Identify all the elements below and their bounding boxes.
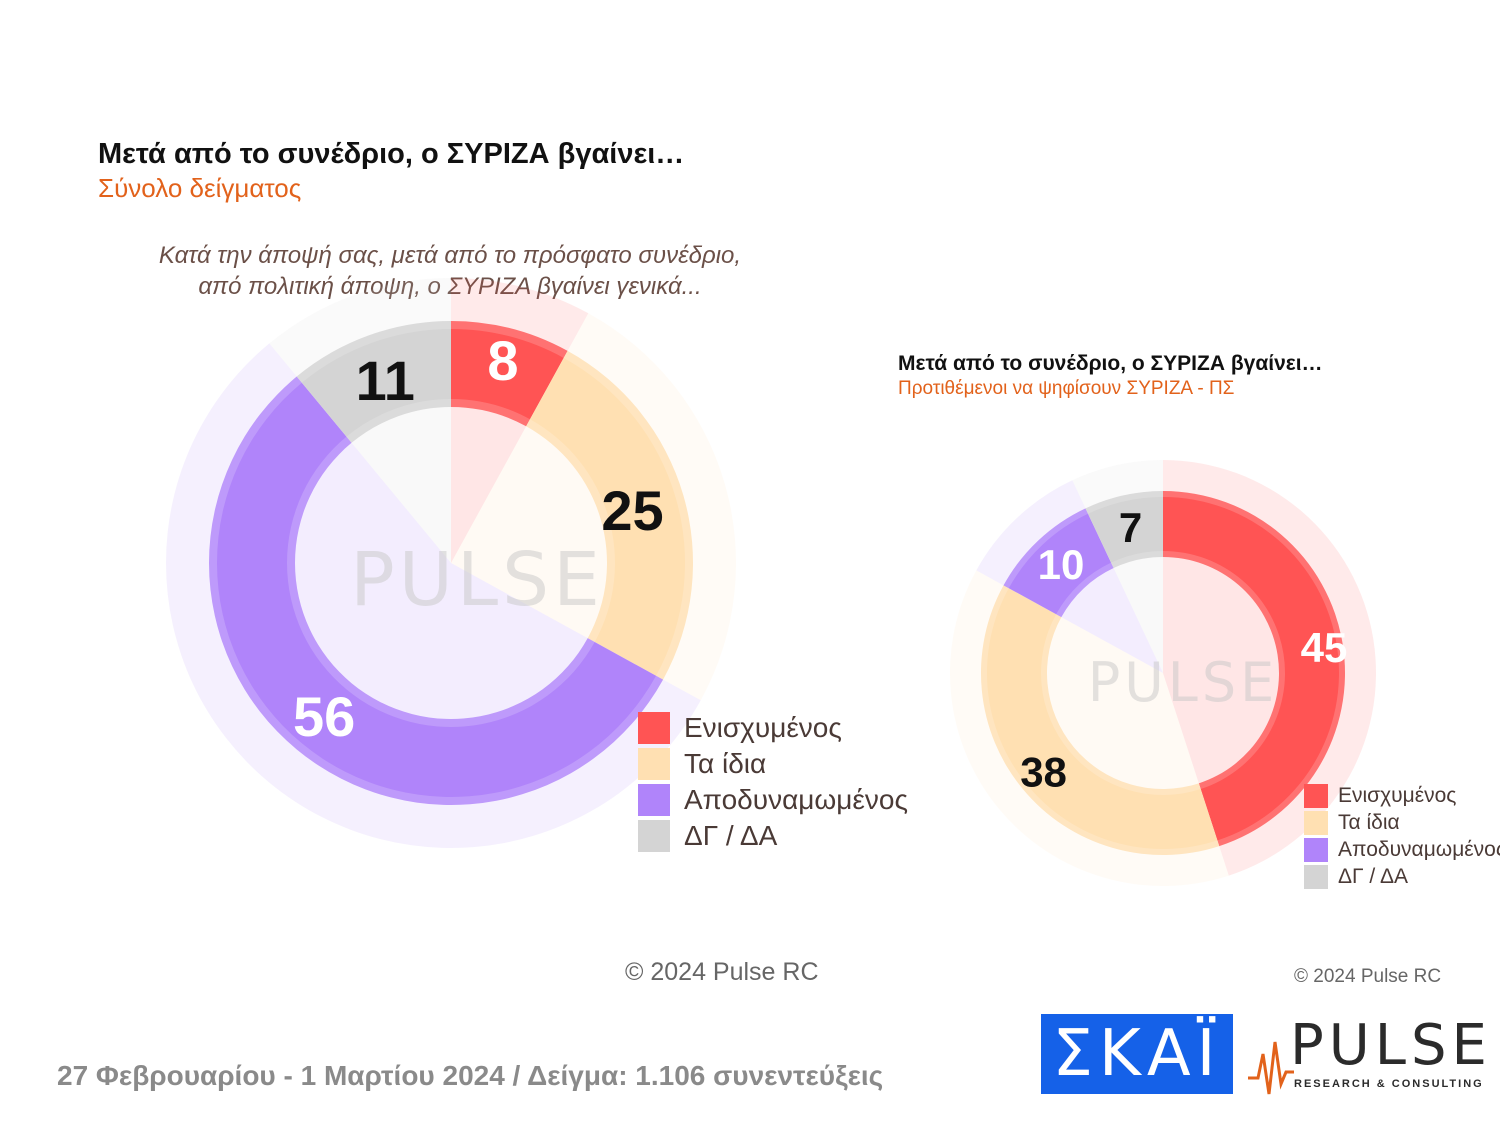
inner-wedge-weakened xyxy=(294,442,588,720)
data-label-dk: 7 xyxy=(1119,504,1142,551)
inner-wedge-same xyxy=(451,426,607,639)
slice-weakened xyxy=(1003,508,1114,618)
skai-logo: ΣΚΑΪ xyxy=(1041,1014,1233,1094)
slice-rim-outer-strengthened xyxy=(451,321,568,358)
chart2-legend-label: Ενισχυμένος xyxy=(1338,783,1457,807)
halo-dk xyxy=(269,278,451,377)
legend-swatch-same xyxy=(1304,810,1328,835)
data-label-strengthened: 45 xyxy=(1301,624,1348,671)
chart2-legend-item: Αποδυναμωμένος xyxy=(1304,836,1500,863)
chart1-legend-item: Ενισχυμένος xyxy=(638,710,908,746)
chart1-question: Κατά την άποψή σας, μετά από το πρόσφατο… xyxy=(120,240,780,302)
data-label-same: 25 xyxy=(601,479,663,542)
pulse-wave-icon xyxy=(1248,1041,1294,1095)
slice-same xyxy=(526,350,694,680)
data-label-weakened: 10 xyxy=(1038,541,1085,588)
halo-same xyxy=(567,313,736,701)
data-label-weakened: 56 xyxy=(293,685,355,748)
slice-dk xyxy=(1085,491,1163,569)
slice-strengthened xyxy=(451,321,568,427)
halo-strengthened xyxy=(1163,460,1376,876)
chart1-legend-label: ΔΓ / ΔΑ xyxy=(684,820,778,851)
chart2-legend-label: ΔΓ / ΔΑ xyxy=(1338,864,1408,888)
inner-wedge-strengthened xyxy=(451,407,527,563)
inner-wedge-dk xyxy=(351,407,451,563)
chart2-legend-label: Τα ίδια xyxy=(1338,810,1400,834)
chart2-legend-item: ΔΓ / ΔΑ xyxy=(1304,863,1500,890)
slice-same xyxy=(980,585,1220,855)
legend-swatch-weakened xyxy=(1304,837,1328,862)
legend-swatch-dk xyxy=(638,820,670,852)
chart1-question-line-1: Κατά την άποψή σας, μετά από το πρόσφατο… xyxy=(158,242,742,269)
halo-same xyxy=(950,570,1229,887)
watermark: PULSE xyxy=(1088,651,1279,714)
watermark: PULSE xyxy=(350,537,604,623)
legend-swatch-same xyxy=(638,748,670,780)
inner-wedge-dk xyxy=(1113,557,1163,673)
copyright-left: © 2024 Pulse RC xyxy=(625,958,819,986)
legend-swatch-strengthened xyxy=(1304,783,1328,808)
footer-date-sample: 27 Φεβρουαρίου - 1 Μαρτίου 2024 / Δείγμα… xyxy=(57,1060,884,1091)
chart1-legend-label: Τα ίδια xyxy=(684,748,767,779)
inner-wedge-same xyxy=(1047,617,1199,790)
chart2-legend-label: Αποδυναμωμένος xyxy=(1338,837,1500,861)
chart1-question-line-2: από πολιτική άποψη, ο ΣΥΡΙΖΑ βγαίνει γεν… xyxy=(198,273,702,300)
pulse-logo-subtitle: RESEARCH & CONSULTING xyxy=(1294,1078,1484,1090)
chart2-legend: Ενισχυμένος Τα ίδια Αποδυναμωμένος ΔΓ / … xyxy=(1304,782,1500,890)
legend-swatch-strengthened xyxy=(638,712,670,744)
chart2-subtitle: Προτιθέμενοι να ψηφίσουν ΣΥΡΙΖΑ - ΠΣ xyxy=(898,378,1235,399)
chart1-legend-label: Ενισχυμένος xyxy=(684,712,842,743)
halo-dk xyxy=(1072,460,1163,509)
data-label-same: 38 xyxy=(1020,748,1067,795)
copyright-right: © 2024 Pulse RC xyxy=(1294,966,1442,987)
slice-rim-inner-weakened xyxy=(1056,562,1114,618)
chart1-title: Μετά από το συνέδριο, ο ΣΥΡΙΖΑ βγαίνει… xyxy=(98,138,685,170)
chart1-legend-item: Τα ίδια xyxy=(638,746,908,782)
chart1-legend-item: Αποδυναμωμένος xyxy=(638,782,908,818)
data-label-strengthened: 8 xyxy=(487,329,518,392)
slice-rim-outer-dk xyxy=(296,321,451,383)
chart1-subtitle: Σύνολο δείγματος xyxy=(98,173,302,203)
slice-strengthened xyxy=(1163,491,1346,847)
slice-rim-outer-dk xyxy=(1085,491,1163,514)
chart2-legend-item: Ενισχυμένος xyxy=(1304,782,1500,809)
halo-strengthened xyxy=(451,278,589,351)
skai-logo-text: ΣΚΑΪ xyxy=(1052,1017,1222,1091)
halo-weakened xyxy=(976,480,1086,586)
pulse-logo-word: PULSE xyxy=(1290,1013,1492,1078)
chart2-title: Μετά από το συνέδριο, ο ΣΥΡΙΖΑ βγαίνει… xyxy=(898,352,1323,375)
pulse-logo: PULSE RESEARCH & CONSULTING xyxy=(1246,1014,1487,1098)
slice-rim-inner-strengthened xyxy=(451,399,531,427)
slice-rim-inner-dk xyxy=(1111,551,1163,569)
slice-rim-inner-dk xyxy=(346,399,451,443)
chart1-legend-item: ΔΓ / ΔΑ xyxy=(638,818,908,854)
chart2-legend-item: Τα ίδια xyxy=(1304,809,1500,836)
legend-swatch-weakened xyxy=(638,784,670,816)
chart1-legend: Ενισχυμένος Τα ίδια Αποδυναμωμένος ΔΓ / … xyxy=(638,710,908,854)
inner-wedge-strengthened xyxy=(1163,557,1280,784)
slice-rim-outer-weakened xyxy=(1003,508,1089,589)
slice-weakened xyxy=(209,376,664,805)
slice-dk xyxy=(296,321,451,443)
data-label-dk: 11 xyxy=(356,349,415,412)
inner-wedge-weakened xyxy=(1061,568,1163,673)
chart1-legend-label: Αποδυναμωμένος xyxy=(684,784,908,815)
legend-swatch-dk xyxy=(1304,864,1328,889)
